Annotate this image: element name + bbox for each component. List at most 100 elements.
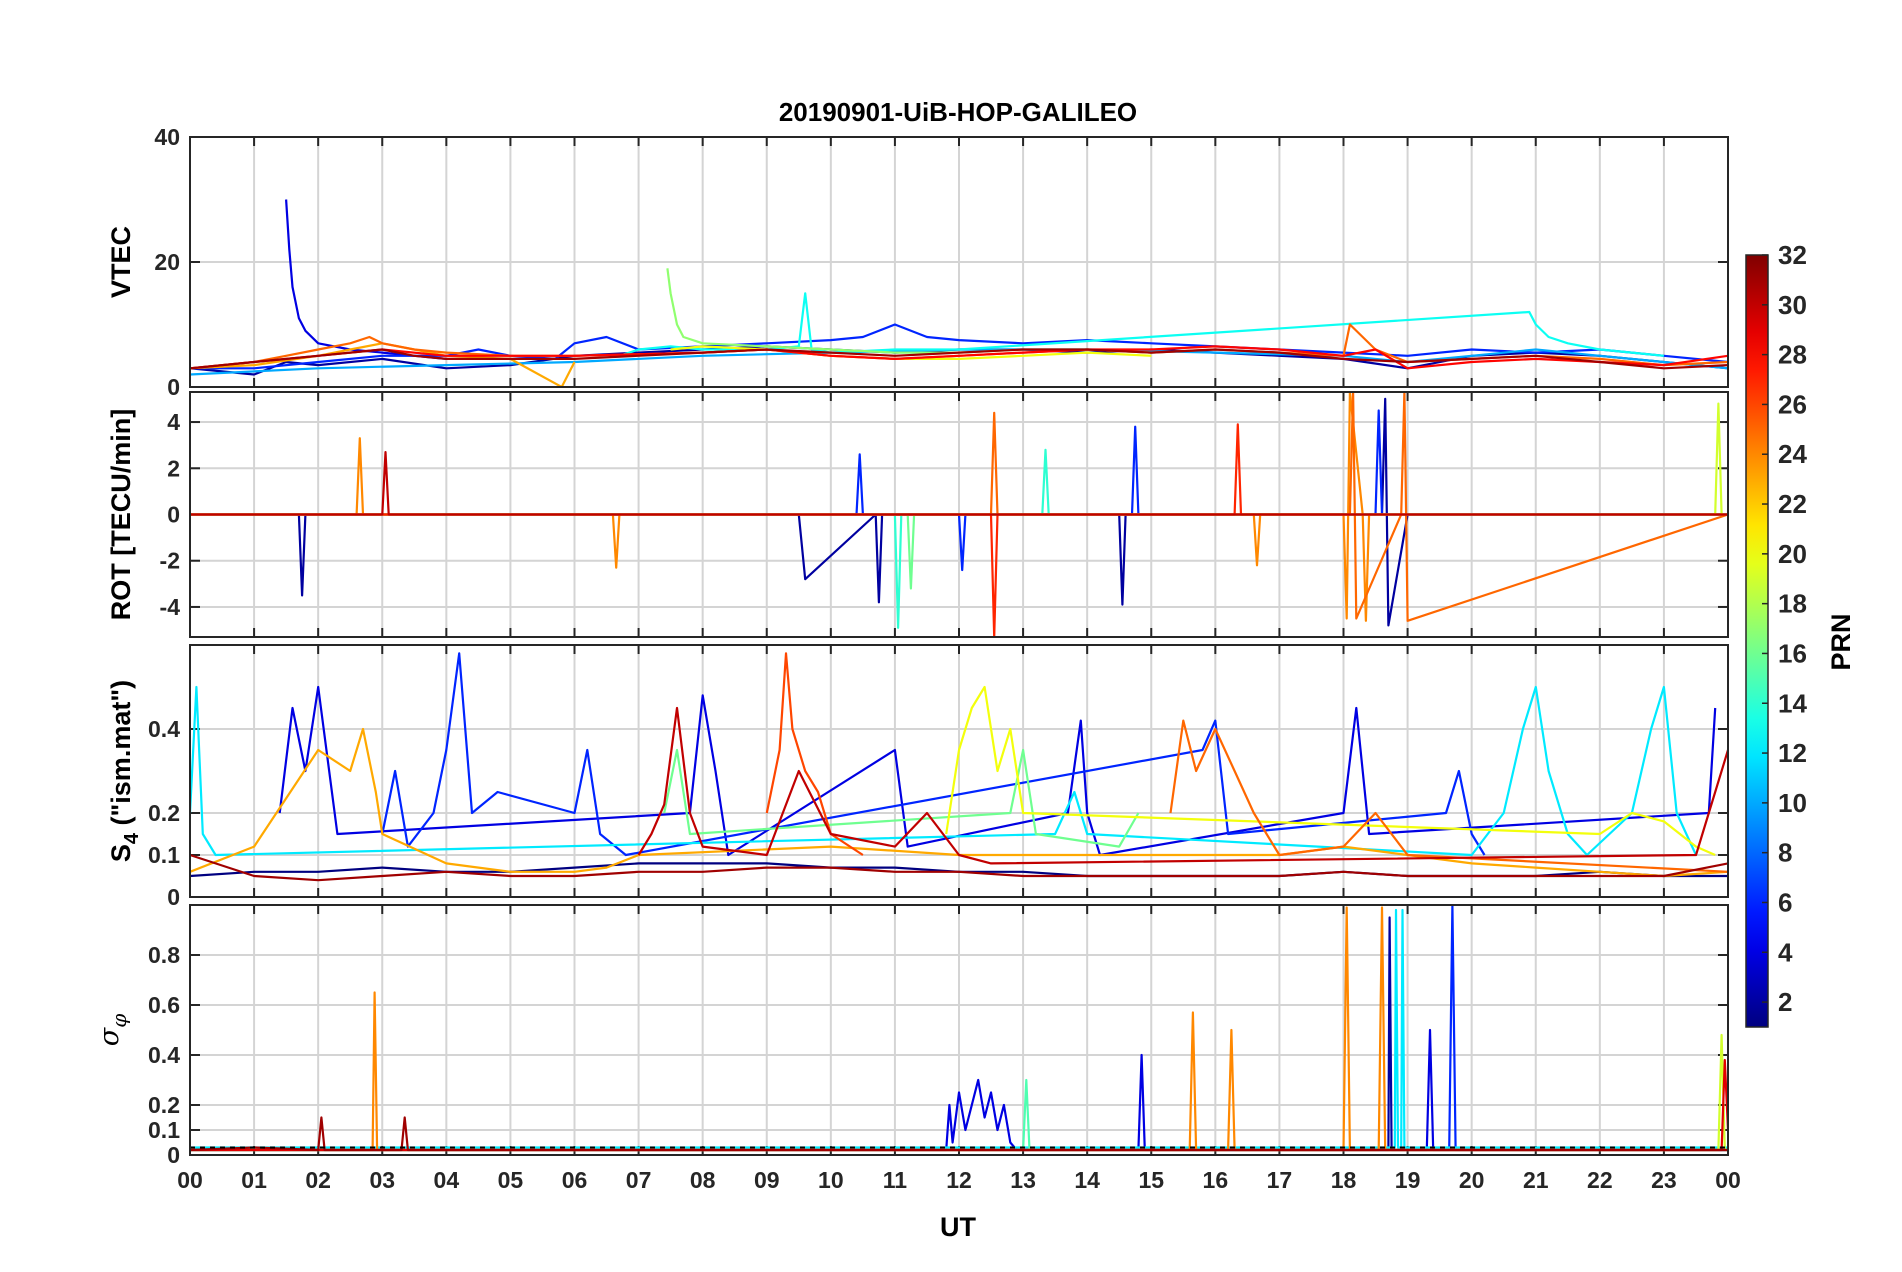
- colorbar-tick-label: 28: [1778, 340, 1807, 370]
- x-tick-label: 02: [305, 1167, 331, 1193]
- y-tick-label: 0.2: [148, 800, 180, 826]
- x-tick-label: 03: [369, 1167, 395, 1193]
- series-line-prn-2: [190, 397, 1728, 627]
- x-tick-label: 12: [946, 1167, 972, 1193]
- colorbar-tick-label: 18: [1778, 589, 1807, 619]
- x-tick-label: 14: [1074, 1167, 1100, 1193]
- y-tick-label: 0.4: [148, 1042, 180, 1068]
- colorbar-tick-label: 32: [1778, 240, 1807, 270]
- y-axis-label-main: σ: [94, 1026, 125, 1046]
- series-group-rot: [190, 392, 1728, 637]
- y-tick-label: 0.1: [148, 842, 180, 868]
- y-tick-label: 40: [154, 124, 180, 150]
- axes-frame-rot: [189, 391, 1729, 638]
- x-tick-label: 07: [626, 1167, 652, 1193]
- colorbar-tick-label: 2: [1778, 987, 1792, 1017]
- x-tick-label: 17: [1267, 1167, 1293, 1193]
- y-axis-label-rot: ROT [TECU/min]: [106, 409, 136, 620]
- series-line-prn-10: [190, 348, 1728, 376]
- series-line-prn-12: [190, 908, 1728, 1149]
- series-line-prn-31: [190, 1116, 1728, 1152]
- series-line-prn-28: [190, 345, 1728, 370]
- x-tick-label: 10: [818, 1167, 844, 1193]
- series-line-prn-24: [190, 392, 1728, 622]
- x-tick-label: 18: [1331, 1167, 1357, 1193]
- colorbar-tick-label: 6: [1778, 887, 1792, 917]
- series-line-prn-16: [663, 748, 1140, 848]
- series-line-prn-23: [190, 727, 1728, 878]
- series-line-prn-30: [190, 451, 1728, 516]
- series-line-prn-31: [190, 853, 1728, 882]
- y-axis-label-main: S: [106, 844, 136, 862]
- y-tick-label: 0.4: [148, 716, 180, 742]
- series-group-s4: [190, 652, 1728, 882]
- x-tick-label: 23: [1651, 1167, 1677, 1193]
- colorbar-tick-label: 12: [1778, 738, 1807, 768]
- x-tick-label: 04: [434, 1167, 460, 1193]
- y-axis-label-subscript: φ: [107, 1014, 131, 1028]
- y-tick-label: 0: [167, 502, 180, 528]
- panel-rot: -4 -2 0 2 4 ROT [TECU/min]: [106, 391, 1729, 638]
- y-axis-label-rest: ("ism.mat"): [106, 680, 136, 833]
- panel-s4: 00.10.20.4S4 ("ism.mat"): [106, 644, 1729, 910]
- y-tick-label: 4: [167, 409, 180, 435]
- y-axis-label-vtec: VTEC: [106, 226, 136, 298]
- x-tick-label: 15: [1138, 1167, 1164, 1193]
- colorbar-tick-label: 14: [1778, 688, 1807, 718]
- colorbar-tick-label: 20: [1778, 539, 1807, 569]
- x-tick-label: 05: [498, 1167, 524, 1193]
- x-tick-label: 00: [177, 1167, 203, 1193]
- axes-frame-s4: [189, 644, 1729, 898]
- x-tick-label: 22: [1587, 1167, 1613, 1193]
- y-tick-label: 20: [154, 249, 180, 275]
- y-tick-label: 2: [167, 455, 180, 481]
- x-tick-label: 20: [1459, 1167, 1485, 1193]
- x-tick-label: 19: [1395, 1167, 1421, 1193]
- x-axis-label: UT: [940, 1212, 976, 1242]
- colorbar-tick-label: 16: [1778, 638, 1807, 668]
- y-tick-label: 0.8: [148, 942, 180, 968]
- y-axis-label-s4: S4 ("ism.mat"): [106, 680, 143, 862]
- colorbar-tick-label: 30: [1778, 290, 1807, 320]
- x-tick-label: 21: [1523, 1167, 1549, 1193]
- colorbar-tick-label: 24: [1778, 439, 1807, 469]
- y-axis-label-sigma_phi: σφ: [94, 1014, 131, 1046]
- x-tick-label: 08: [690, 1167, 716, 1193]
- series-line-prn-25: [190, 392, 1728, 622]
- colorbar-tick-label: 22: [1778, 489, 1807, 519]
- colorbar-tick-label: 4: [1778, 937, 1793, 967]
- series-line-prn-6: [381, 652, 1486, 857]
- x-tick-label: 01: [241, 1167, 267, 1193]
- series-line-prn-31: [190, 348, 1728, 370]
- colorbar-tick-label: 10: [1778, 788, 1807, 818]
- chart-title: 20190901-UiB-HOP-GALILEO: [779, 97, 1137, 127]
- series-line-prn-24: [190, 906, 1728, 1152]
- colorbar-bar: [1745, 254, 1769, 1028]
- y-tick-label: -2: [160, 548, 180, 574]
- series-group-sigma_phi: [190, 905, 1728, 1152]
- x-tick-label: 16: [1203, 1167, 1229, 1193]
- y-tick-label: 0.2: [148, 1092, 180, 1118]
- series-line-prn-30: [637, 706, 1728, 865]
- series-line-prn-25: [1169, 719, 1728, 873]
- panel-vtec: 0 20 40 VTEC: [106, 124, 1729, 400]
- y-axis-label-subscript: 4: [121, 832, 143, 844]
- x-tick-label: 09: [754, 1167, 780, 1193]
- series-group-vtec: [190, 199, 1728, 387]
- series-line-prn-26: [765, 652, 864, 856]
- colorbar-label: PRN: [1826, 613, 1856, 670]
- x-tick-label: 00: [1715, 1167, 1741, 1193]
- y-tick-label: 0.1: [148, 1117, 180, 1143]
- x-tick-label: 11: [883, 1167, 908, 1193]
- axes-frame-vtec: [189, 136, 1729, 388]
- axes-frame-sigma_phi: [189, 904, 1729, 1156]
- y-tick-label: 0.6: [148, 992, 180, 1018]
- series-line-prn-6: [190, 323, 1728, 370]
- x-tick-label: 06: [562, 1167, 588, 1193]
- panel-sigma_phi: 00.10.2 0.4 0.6 0.8 σφ 00 01 02 03 04 05 06 07 08 09 10…: [94, 904, 1741, 1193]
- y-tick-label: 0: [167, 1142, 180, 1168]
- x-tick-label: 13: [1010, 1167, 1036, 1193]
